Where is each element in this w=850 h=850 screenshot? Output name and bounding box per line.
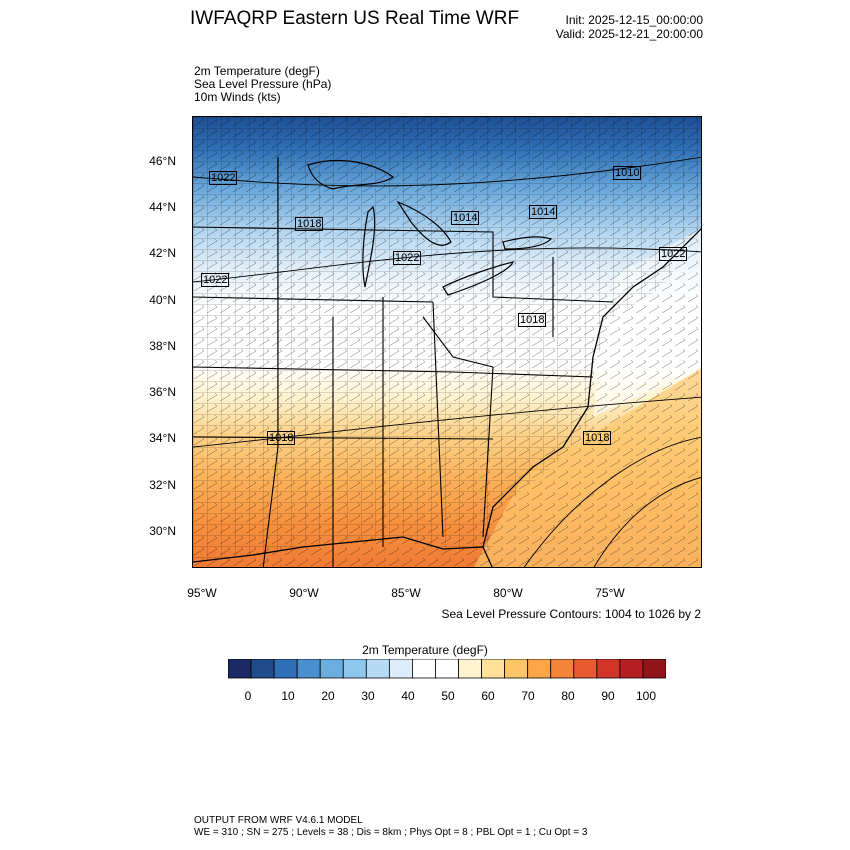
weather-map bbox=[193, 117, 701, 567]
lon-label-90w: 90°W bbox=[289, 586, 319, 600]
field-label-winds: 10m Winds (kts) bbox=[194, 90, 281, 104]
colorbar-tick: 100 bbox=[635, 689, 657, 703]
slp-label: 1018 bbox=[518, 313, 547, 327]
colorbar-tick: 70 bbox=[521, 689, 535, 703]
valid-time: Valid: 2025-12-21_20:00:00 bbox=[555, 27, 703, 41]
lat-label-46n: 46°N bbox=[149, 154, 176, 168]
slp-label: 1022 bbox=[393, 251, 422, 265]
colorbar-swatch bbox=[596, 658, 621, 679]
lat-label-36n: 36°N bbox=[149, 385, 176, 399]
lon-label-85w: 85°W bbox=[391, 586, 421, 600]
lat-label-38n: 38°N bbox=[149, 339, 176, 353]
slp-label: 1022 bbox=[659, 247, 688, 261]
colorbar-swatch bbox=[504, 658, 529, 679]
slp-label: 1018 bbox=[267, 431, 296, 445]
model-info-line1: OUTPUT FROM WRF V4.6.1 MODEL bbox=[194, 815, 363, 826]
colorbar-title: 2m Temperature (degF) bbox=[362, 643, 488, 657]
colorbar-tick: 30 bbox=[361, 689, 375, 703]
lat-label-44n: 44°N bbox=[149, 200, 176, 214]
colorbar-tick: 40 bbox=[401, 689, 415, 703]
lon-label-75w: 75°W bbox=[595, 586, 625, 600]
colorbar-swatch bbox=[481, 658, 506, 679]
colorbar-tick: 20 bbox=[321, 689, 335, 703]
slp-label: 1014 bbox=[451, 211, 480, 225]
colorbar-swatch bbox=[227, 658, 252, 679]
gulf-coast bbox=[193, 536, 484, 563]
lat-label-32n: 32°N bbox=[149, 478, 176, 492]
init-time: Init: 2025-12-15_00:00:00 bbox=[565, 13, 703, 27]
colorbar-swatch bbox=[365, 658, 390, 679]
slp-label: 1022 bbox=[209, 171, 238, 185]
colorbar bbox=[227, 658, 667, 684]
colorbar-tick: 60 bbox=[481, 689, 495, 703]
colorbar-swatch bbox=[458, 658, 482, 679]
lat-label-42n: 42°N bbox=[149, 246, 176, 260]
state-borders bbox=[193, 157, 614, 567]
coastline bbox=[482, 228, 701, 567]
slp-label: 1018 bbox=[295, 217, 324, 231]
contour-note: Sea Level Pressure Contours: 1004 to 102… bbox=[441, 607, 702, 621]
map-panel: 1022 1018 1014 1010 1014 1022 1022 1018 … bbox=[192, 116, 702, 568]
lon-label-80w: 80°W bbox=[493, 586, 523, 600]
colorbar-swatch bbox=[250, 658, 275, 679]
lat-label-40n: 40°N bbox=[149, 293, 176, 307]
lat-label-34n: 34°N bbox=[149, 431, 176, 445]
colorbar-swatch bbox=[573, 658, 598, 679]
slp-label: 1018 bbox=[583, 431, 612, 445]
colorbar-swatch bbox=[342, 658, 367, 679]
field-label-temperature: 2m Temperature (degF) bbox=[194, 64, 320, 78]
colorbar-swatches bbox=[227, 658, 667, 679]
colorbar-swatch bbox=[619, 658, 644, 679]
slp-label: 1010 bbox=[613, 166, 642, 180]
slp-label: 1014 bbox=[529, 205, 558, 219]
colorbar-tick: 80 bbox=[561, 689, 575, 703]
field-label-pressure: Sea Level Pressure (hPa) bbox=[194, 77, 332, 91]
colorbar-tick: 10 bbox=[281, 689, 295, 703]
colorbar-swatch bbox=[319, 658, 344, 679]
lon-label-95w: 95°W bbox=[187, 586, 217, 600]
colorbar-tick: 50 bbox=[441, 689, 455, 703]
colorbar-swatch bbox=[642, 658, 667, 679]
colorbar-swatch bbox=[296, 658, 321, 679]
plot-title: IWFAQRP Eastern US Real Time WRF bbox=[190, 8, 520, 29]
isobars bbox=[193, 156, 701, 567]
model-info-line2: WE = 310 ; SN = 275 ; Levels = 38 ; Dis … bbox=[194, 827, 588, 838]
colorbar-tick: 90 bbox=[601, 689, 615, 703]
colorbar-swatch bbox=[550, 658, 575, 679]
colorbar-tick: 0 bbox=[244, 689, 252, 703]
colorbar-swatch bbox=[435, 658, 459, 679]
colorbar-swatch bbox=[388, 658, 413, 679]
colorbar-swatch bbox=[412, 658, 436, 679]
colorbar-swatch bbox=[527, 658, 552, 679]
slp-label: 1022 bbox=[201, 273, 230, 287]
lat-label-30n: 30°N bbox=[149, 524, 176, 538]
colorbar-swatch bbox=[273, 658, 298, 679]
